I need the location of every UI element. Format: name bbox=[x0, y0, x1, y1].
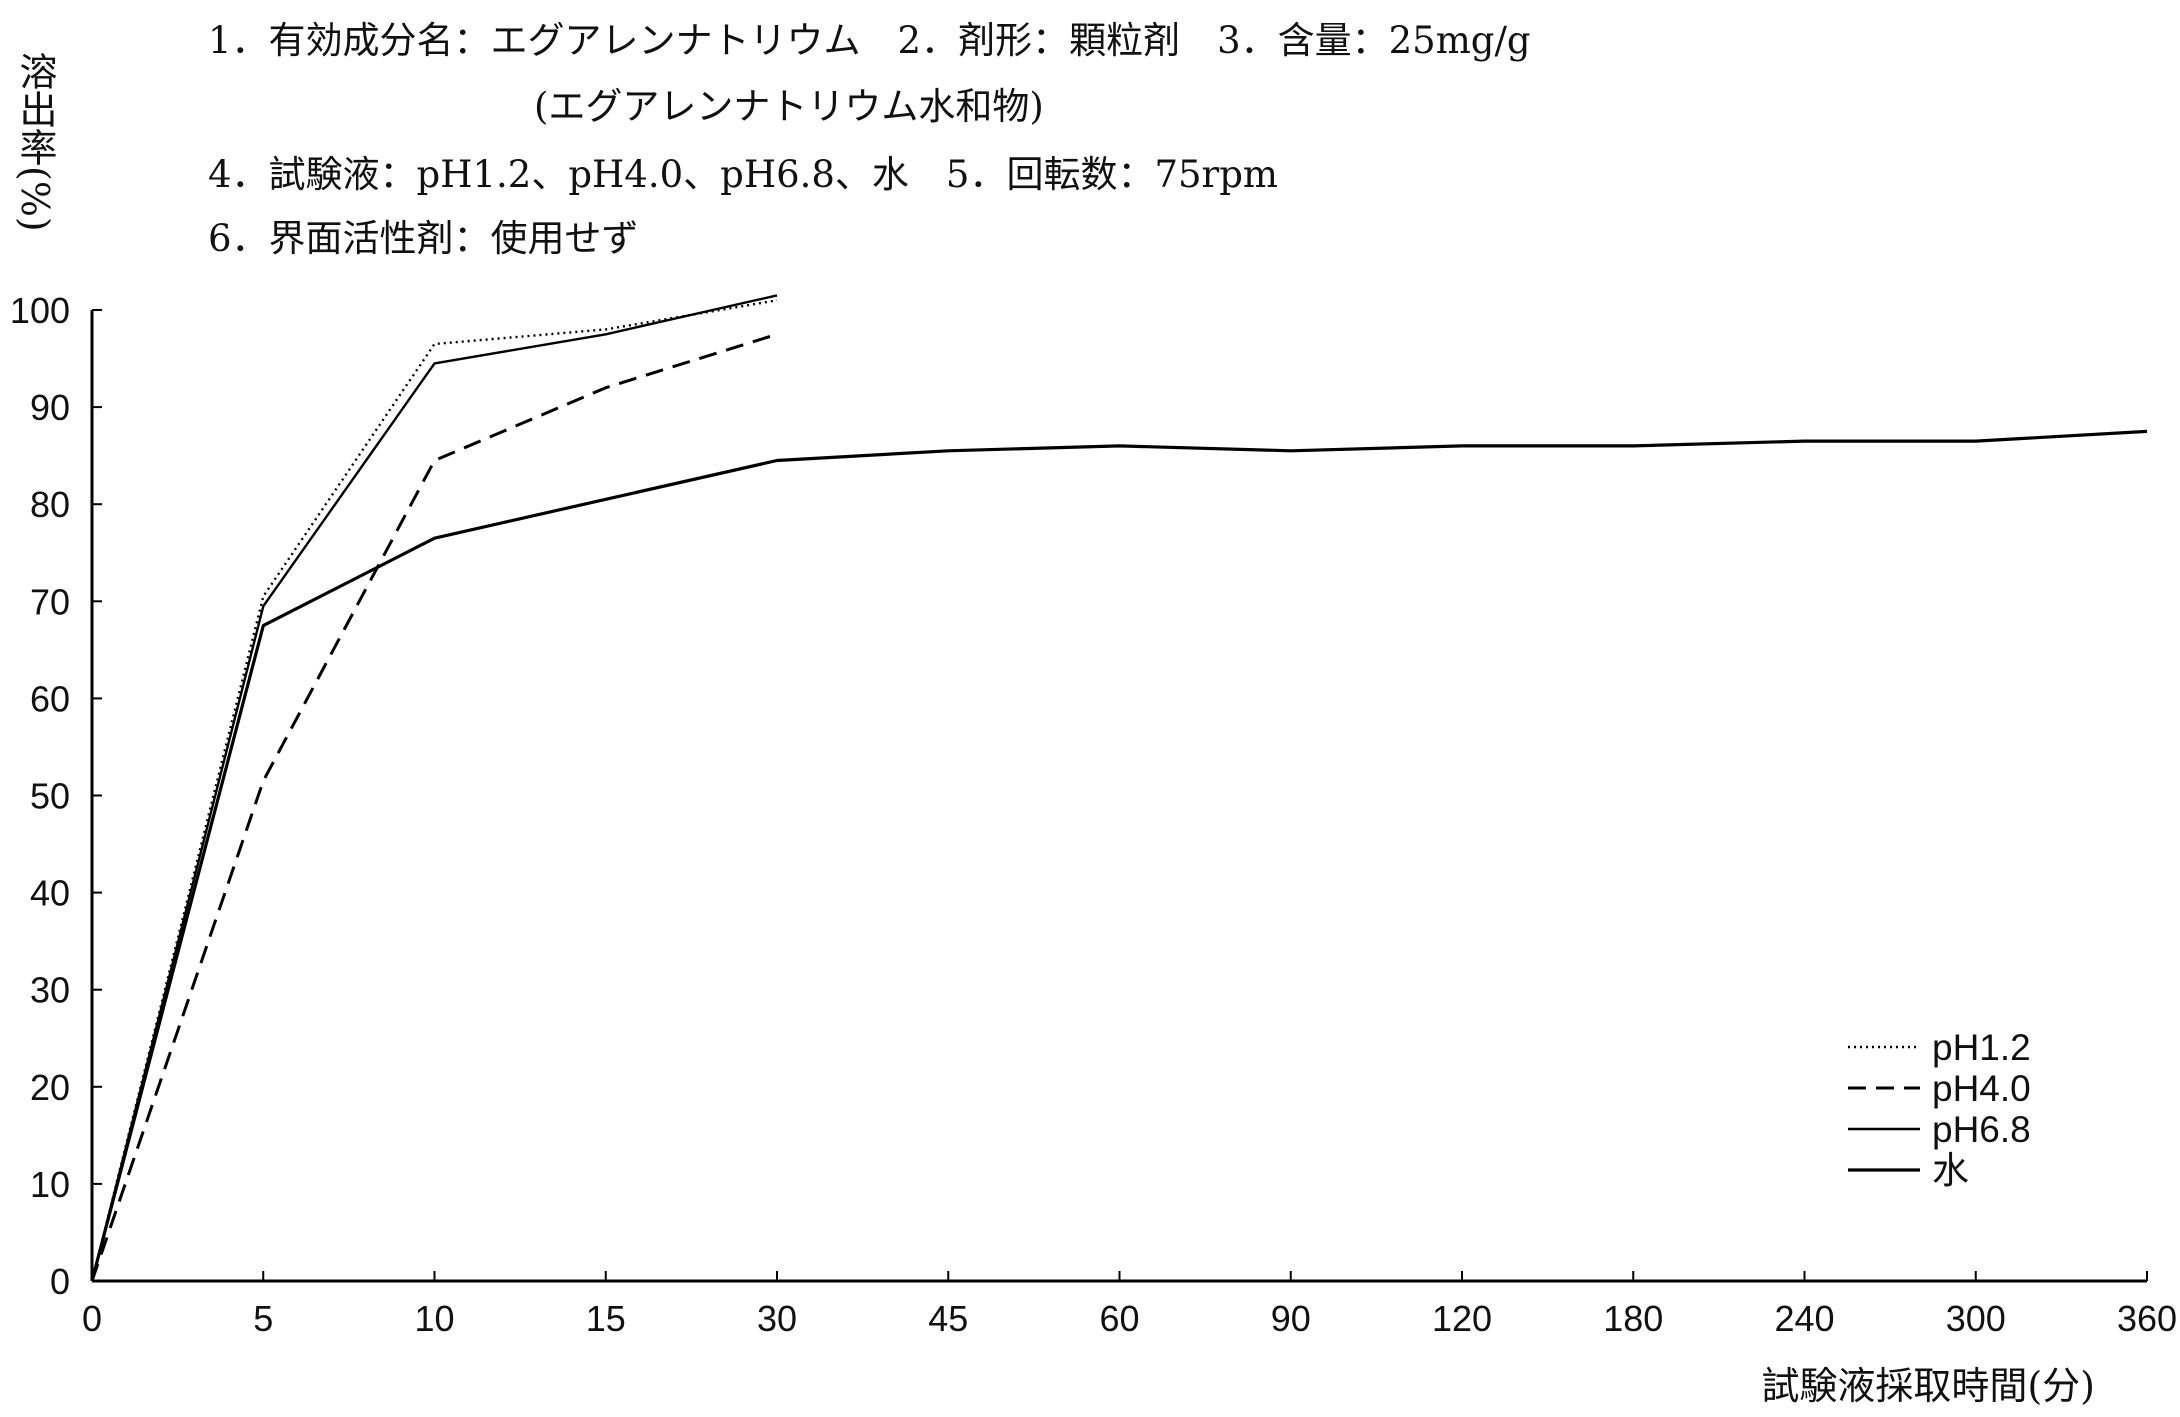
info-line-2: (エグアレンナトリウム水和物) bbox=[534, 85, 1044, 128]
y-tick-label: 60 bbox=[30, 678, 70, 719]
y-tick-label: 30 bbox=[30, 970, 70, 1011]
y-tick-label: 100 bbox=[10, 290, 70, 331]
legend-label-solid-thin: pH6.8 bbox=[1932, 1109, 2031, 1150]
x-tick-label: 180 bbox=[1603, 1298, 1663, 1339]
info-line-1: 1．有効成分名：エグアレンナトリウム 2．剤形：顆粒剤 3．含量：25mg/g bbox=[208, 19, 1531, 62]
y-tick-label: 10 bbox=[30, 1164, 70, 1205]
x-tick-label: 90 bbox=[1271, 1298, 1311, 1339]
x-tick-label: 300 bbox=[1946, 1298, 2006, 1339]
x-tick-label: 15 bbox=[586, 1298, 626, 1339]
x-tick-label: 120 bbox=[1432, 1298, 1492, 1339]
series-line-solid-thin bbox=[90, 294, 778, 1282]
y-tick-label: 0 bbox=[50, 1261, 70, 1302]
y-tick-label: 20 bbox=[30, 1067, 70, 1108]
y-tick-label: 80 bbox=[30, 484, 70, 525]
x-tick-label: 30 bbox=[757, 1298, 797, 1339]
x-tick-label: 240 bbox=[1774, 1298, 1834, 1339]
info-line-4: 6．界面活性剤：使用せず bbox=[208, 217, 639, 260]
x-tick-label: 5 bbox=[253, 1298, 273, 1339]
x-tick-label: 45 bbox=[928, 1298, 968, 1339]
x-tick-label: 60 bbox=[1099, 1298, 1139, 1339]
x-axis-label: 試験液採取時間(分) bbox=[1761, 1364, 2095, 1408]
info-line-3: 4．試験液：pH1.2、pH4.0、pH6.8、水 5．回転数：75rpm bbox=[208, 153, 1278, 196]
series-line-dotted bbox=[90, 299, 778, 1282]
legend-label-dashed: pH4.0 bbox=[1932, 1068, 2031, 1109]
series-line-solid bbox=[90, 429, 2148, 1282]
legend-label-dotted: pH1.2 bbox=[1932, 1027, 2031, 1068]
x-tick-label: 0 bbox=[82, 1298, 102, 1339]
y-tick-label: 40 bbox=[30, 873, 70, 914]
y-axis-label: 溶出率(%) bbox=[13, 52, 57, 232]
y-tick-label: 70 bbox=[30, 581, 70, 622]
series-line-dashed bbox=[90, 332, 778, 1282]
x-tick-label: 360 bbox=[2117, 1298, 2177, 1339]
y-tick-label: 50 bbox=[30, 776, 70, 817]
legend-label-solid: 水 bbox=[1932, 1150, 1969, 1191]
x-tick-label: 10 bbox=[414, 1298, 454, 1339]
y-tick-label: 90 bbox=[30, 387, 70, 428]
